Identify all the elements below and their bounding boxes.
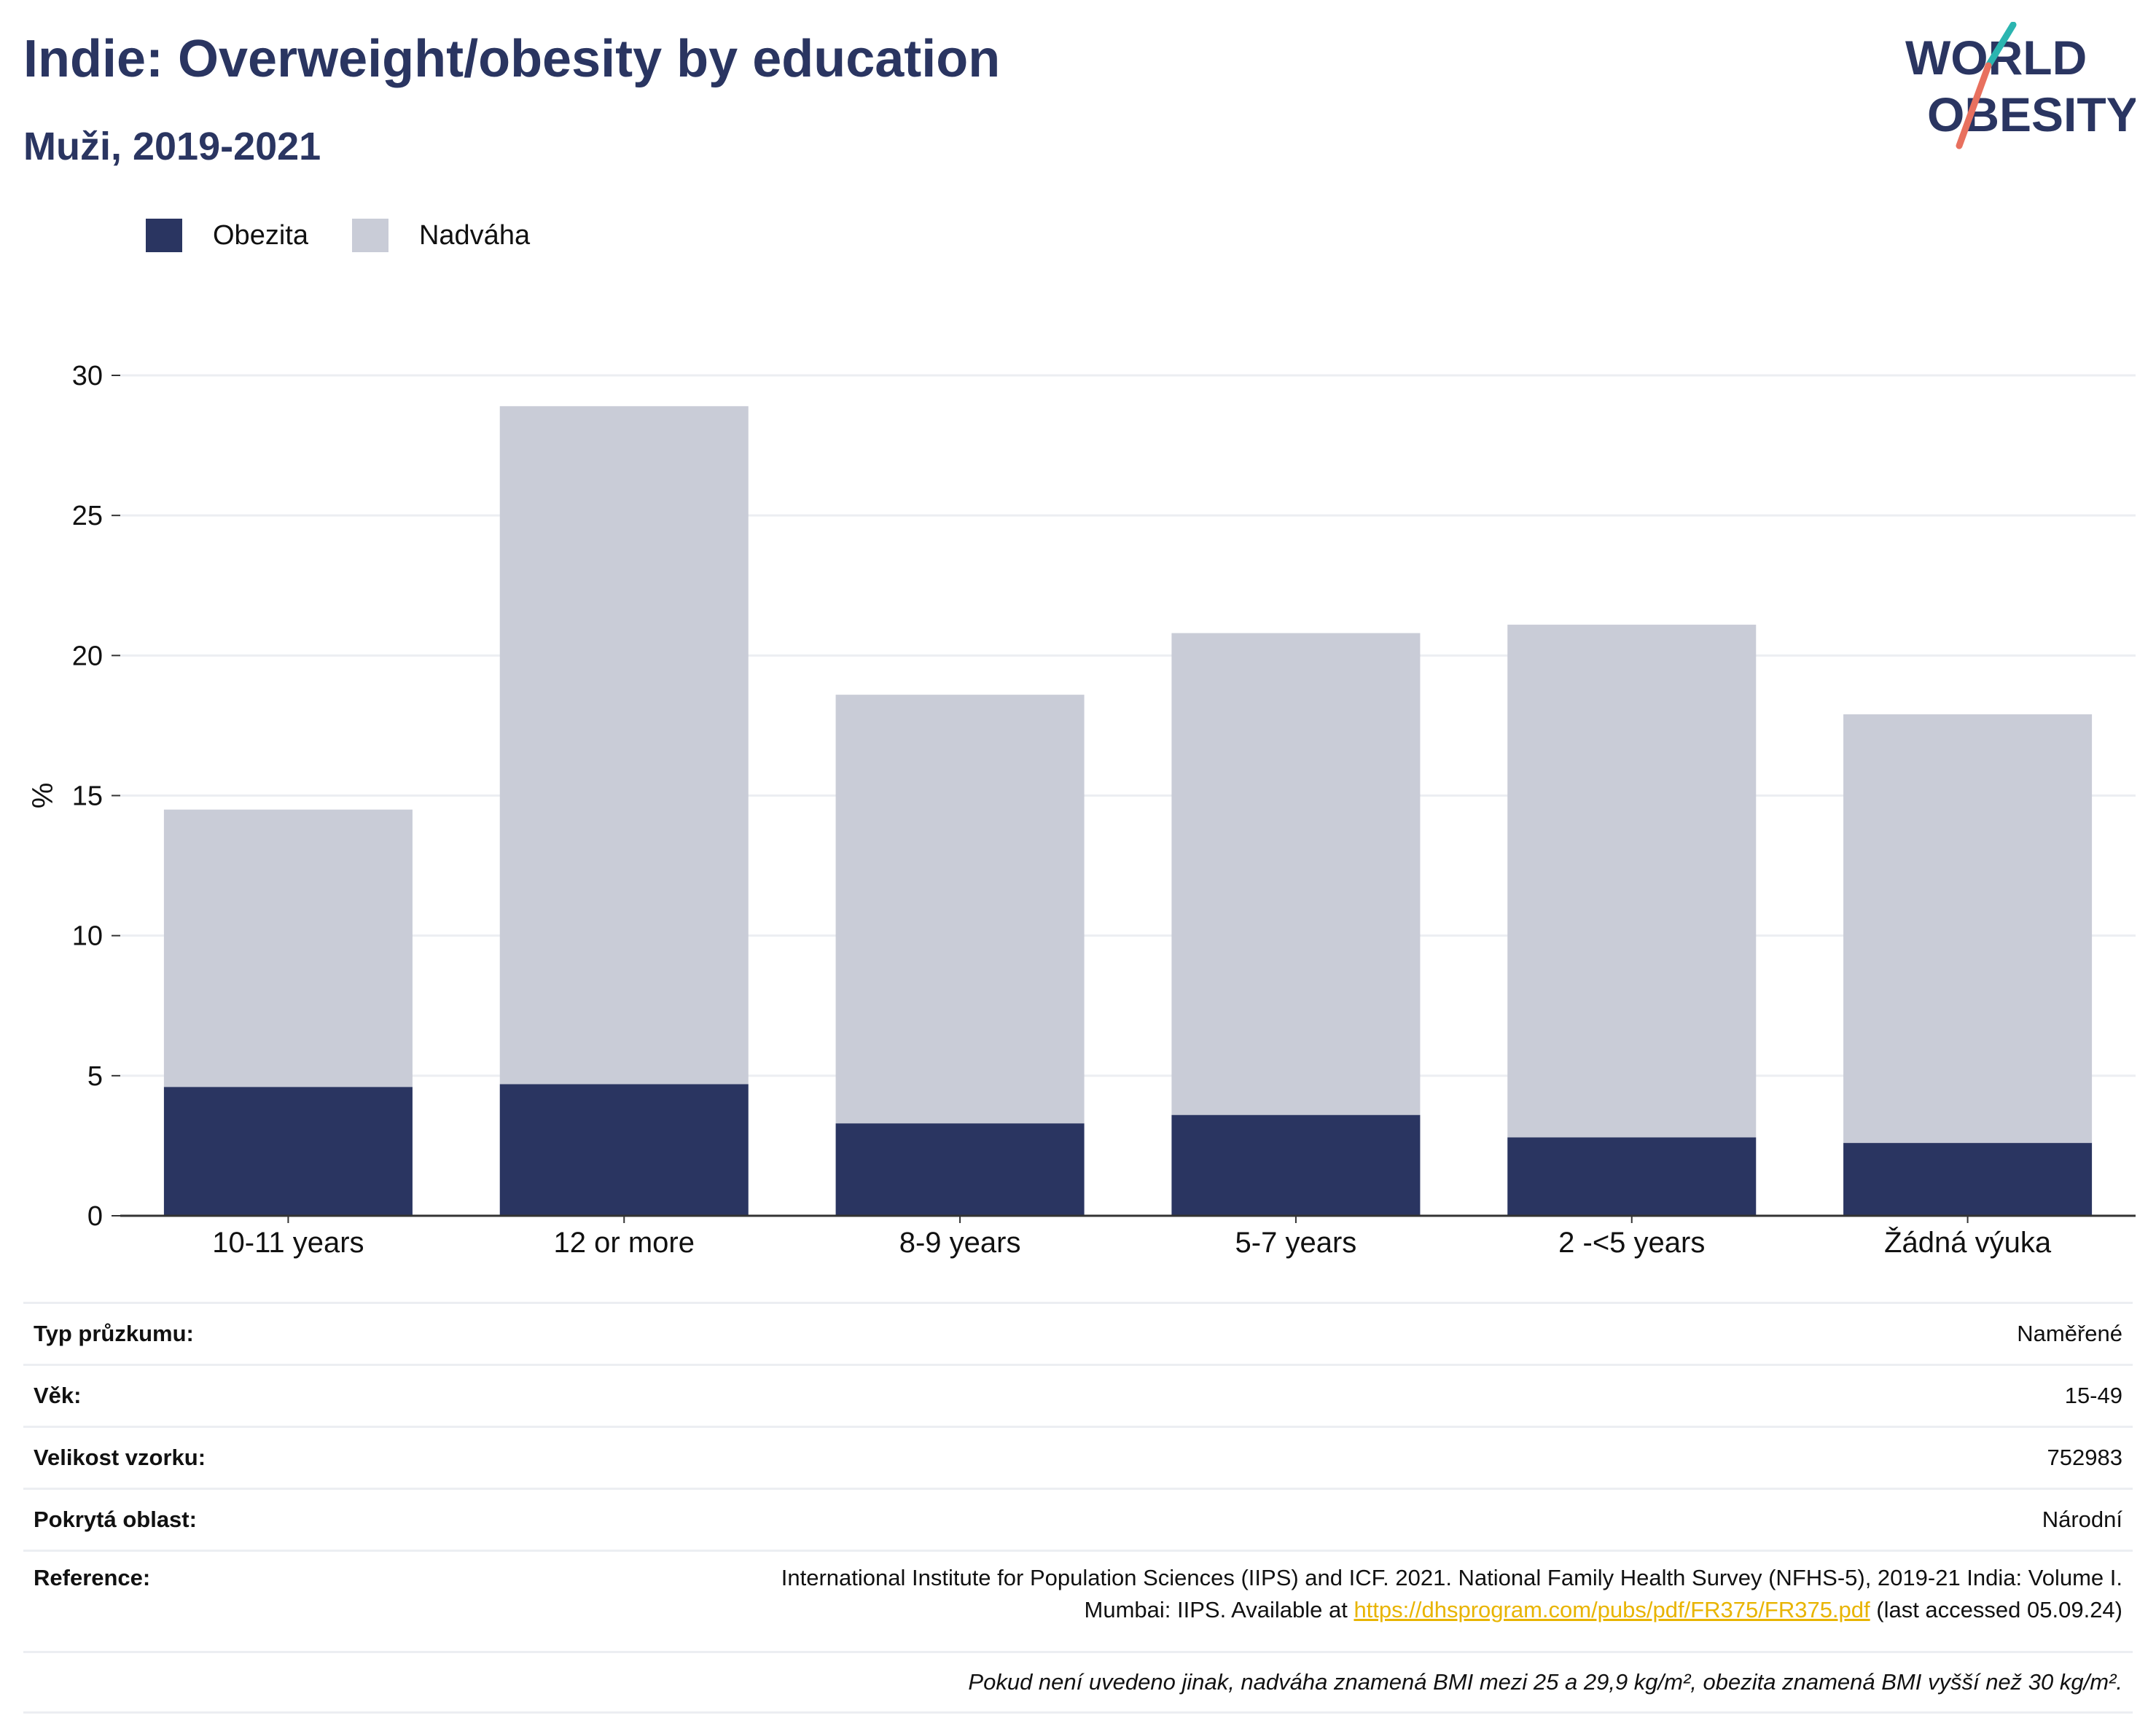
- legend-label-obesity: Obezita: [213, 219, 308, 251]
- logo-slash-teal: [1985, 22, 2017, 69]
- legend-item-overweight: Nadváha: [351, 219, 531, 252]
- y-tick-label: 0: [87, 1201, 103, 1232]
- info-row-note: Pokud není uvedeno jinak, nadváha znamen…: [23, 1651, 2133, 1714]
- bar-overweight: [163, 809, 413, 1087]
- logo-text-obesity: OBESITY: [1927, 87, 2136, 141]
- area-label: Pokrytá oblast:: [34, 1507, 197, 1532]
- age-label: Věk:: [34, 1383, 82, 1408]
- x-tick-label: 8-9 years: [899, 1227, 1021, 1259]
- legend-swatch-overweight: [351, 219, 388, 252]
- bar-overweight: [1171, 633, 1421, 1115]
- info-row-reference: Reference: International Institute for P…: [23, 1550, 2133, 1651]
- reference-line-1: International Institute for Population S…: [781, 1565, 2122, 1590]
- x-tick-label: 12 or more: [554, 1227, 695, 1259]
- info-row-age: Věk: 15-49: [23, 1364, 2133, 1426]
- x-tick-label: 5-7 years: [1235, 1227, 1357, 1259]
- info-row-area: Pokrytá oblast: Národní: [23, 1488, 2133, 1550]
- y-tick-label: 25: [72, 501, 103, 531]
- reference-line-2-suffix: (last accessed 05.09.24): [1870, 1597, 2122, 1622]
- reference-label: Reference:: [34, 1565, 151, 1590]
- y-tick-label: 15: [72, 781, 103, 812]
- bmi-definition-note: Pokud není uvedeno jinak, nadváha znamen…: [968, 1669, 2122, 1695]
- bar-obesity: [499, 1084, 749, 1216]
- sample-size-value: 752983: [2047, 1445, 2122, 1470]
- legend-swatch-obesity: [146, 219, 182, 252]
- bar-obesity: [163, 1087, 413, 1216]
- bar-obesity: [1843, 1143, 2093, 1216]
- age-value: 15-49: [2064, 1383, 2122, 1408]
- info-row-survey-type: Typ průzkumu: Naměřené: [23, 1302, 2133, 1364]
- reference-line-2: Mumbai: IIPS. Available at https://dhspr…: [781, 1594, 2122, 1626]
- survey-info-table: Typ průzkumu: Naměřené Věk: 15-49 Veliko…: [23, 1302, 2133, 1714]
- x-tick-label: 10-11 years: [212, 1227, 364, 1259]
- y-tick-label: 5: [87, 1061, 103, 1092]
- chart-title: Indie: Overweight/obesity by education: [23, 30, 1001, 88]
- info-row-sample-size: Velikost vzorku: 752983: [23, 1426, 2133, 1488]
- survey-type-value: Naměřené: [2017, 1321, 2122, 1346]
- legend-item-obesity: Obezita: [146, 219, 308, 252]
- bar-overweight: [499, 406, 749, 1085]
- world-obesity-logo: WORLD OBESITY: [1905, 22, 2136, 149]
- bar-overweight: [835, 695, 1085, 1124]
- logo-slash-coral: [1956, 62, 1992, 149]
- bar-chart: 0 5 10 15 20 25 30% 10-11 years 12 or more 8-9 ye…: [27, 361, 2136, 1259]
- bar-overweight: [1507, 625, 1757, 1138]
- bar-obesity: [835, 1123, 1085, 1216]
- reference-link[interactable]: https://dhsprogram.com/pubs/pdf/FR375/FR…: [1354, 1597, 1870, 1622]
- chart-legend: Obezita Nadváha: [146, 219, 574, 252]
- x-tick-label: 2 -<5 years: [1558, 1227, 1705, 1259]
- bar-overweight: [1843, 714, 2093, 1144]
- y-tick-label: 20: [72, 641, 103, 671]
- y-axis-label: %: [27, 783, 59, 809]
- survey-type-label: Typ průzkumu:: [34, 1321, 194, 1346]
- y-tick-label: 10: [72, 921, 103, 952]
- reference-value: International Institute for Population S…: [781, 1562, 2122, 1626]
- bar-obesity: [1171, 1114, 1421, 1216]
- y-tick-label: 30: [72, 361, 103, 391]
- x-tick-label: Žádná výuka: [1884, 1226, 2052, 1259]
- bar-obesity: [1507, 1137, 1757, 1216]
- chart-subtitle: Muži, 2019-2021: [23, 125, 321, 168]
- area-value: Národní: [2042, 1507, 2122, 1532]
- sample-size-label: Velikost vzorku:: [34, 1445, 206, 1470]
- legend-label-overweight: Nadváha: [418, 219, 531, 251]
- reference-line-2-prefix: Mumbai: IIPS. Available at: [1084, 1597, 1354, 1622]
